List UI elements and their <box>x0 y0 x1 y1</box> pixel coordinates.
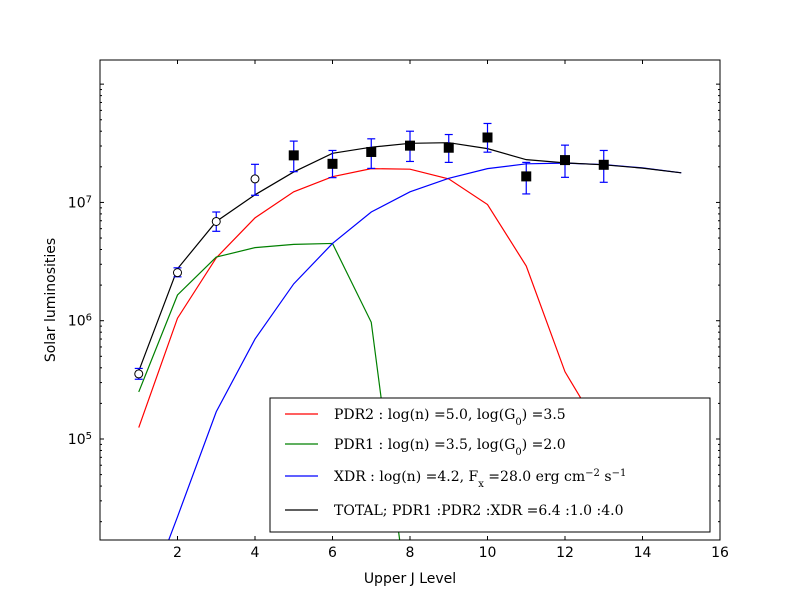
data-point <box>211 211 221 232</box>
marker-open-circle <box>134 369 144 379</box>
x-tick-label: 6 <box>328 545 337 561</box>
data-point <box>521 161 532 195</box>
data-point <box>598 149 609 183</box>
y-axis-label: Solar luminosities <box>43 238 59 362</box>
x-tick-label: 16 <box>711 545 729 561</box>
marker-filled-square <box>482 132 493 143</box>
marker-filled-square <box>521 171 532 182</box>
legend-label-pdr1: PDR1 : log(n) =3.5, log(G0) =2.0 <box>334 437 566 458</box>
data-point <box>482 122 493 153</box>
marker-open-circle <box>173 268 182 278</box>
marker-filled-square <box>288 150 299 161</box>
legend-box <box>269 397 711 533</box>
data-point <box>560 144 570 178</box>
y-tick-label: 105 <box>68 430 92 448</box>
series-line-pdr1 <box>138 242 401 540</box>
marker-filled-square <box>405 140 415 151</box>
marker-filled-square <box>366 146 377 157</box>
x-tick-label: 10 <box>479 545 497 561</box>
x-tick-label: 2 <box>173 545 182 561</box>
legend-label-total: TOTAL; PDR1 :PDR2 :XDR =6.4 :1.0 :4.0 <box>334 503 624 519</box>
marker-filled-square <box>598 159 609 170</box>
data-point <box>405 130 415 163</box>
data-point <box>250 163 260 196</box>
y-tick-label: 107 <box>68 194 92 212</box>
marker-filled-square <box>443 142 454 153</box>
legend-label-pdr2: PDR2 : log(n) =5.0, log(G0) =3.5 <box>334 407 566 428</box>
marker-filled-square <box>327 158 338 169</box>
marker-open-circle <box>211 216 221 226</box>
marker-open-circle <box>250 174 260 184</box>
x-tick-label: 12 <box>556 545 574 561</box>
data-point <box>443 133 454 163</box>
x-axis-label: Upper J Level <box>364 571 456 587</box>
data-point <box>134 367 144 380</box>
marker-filled-square <box>560 155 570 166</box>
data-point <box>366 138 377 169</box>
legend: PDR2 : log(n) =5.0, log(G0) =3.5 PDR1 : … <box>269 397 711 533</box>
x-tick-label: 4 <box>251 545 260 561</box>
x-tick-label: 14 <box>634 545 652 561</box>
data-point <box>173 267 182 278</box>
x-tick-label: 8 <box>406 545 415 561</box>
data-point <box>288 140 299 173</box>
legend-label-xdr: XDR : log(n) =4.2, Fx =28.0 erg cm−2 s−1 <box>334 468 626 490</box>
y-tick-label: 106 <box>68 312 92 330</box>
data-point <box>327 149 338 179</box>
